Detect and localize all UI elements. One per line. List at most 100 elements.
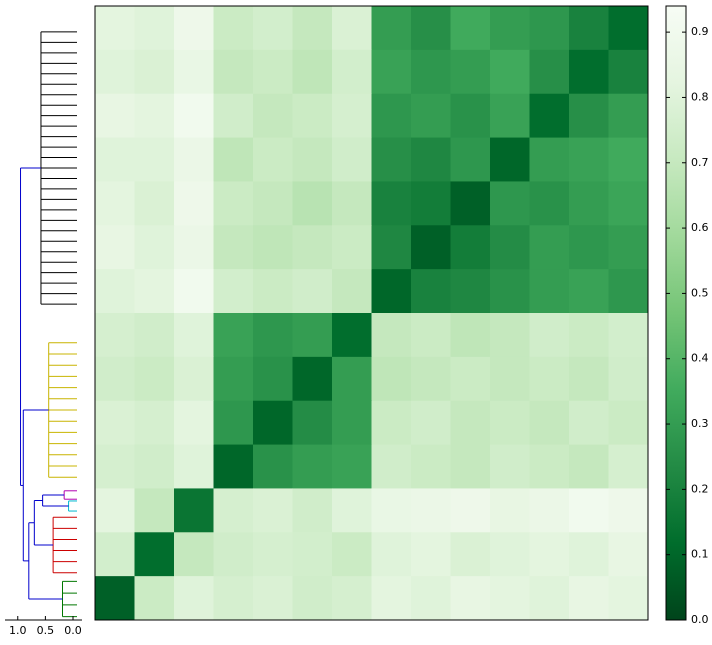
heatmap-cell [411, 356, 451, 402]
heatmap-cell [490, 269, 530, 314]
heatmap-cell [253, 225, 293, 270]
heatmap-cell [411, 488, 451, 533]
heatmap-cell [134, 313, 175, 358]
heatmap-cell [253, 356, 293, 402]
heatmap-cell [253, 6, 293, 51]
heatmap-cell [332, 6, 372, 51]
heatmap-cell [529, 313, 570, 358]
heatmap-cell [569, 313, 609, 358]
heatmap-cell [608, 181, 649, 226]
heatmap-cell [569, 49, 609, 95]
heatmap-cell [95, 137, 135, 182]
heatmap-cell [95, 49, 135, 95]
heatmap-cell [174, 181, 214, 226]
heatmap-cell [134, 532, 175, 577]
heatmap-cell [371, 225, 412, 270]
heatmap-cell [450, 444, 491, 489]
heatmap-cell [450, 488, 491, 533]
heatmap-cell [490, 49, 530, 95]
heatmap-cell [411, 93, 451, 139]
heatmap-cell [253, 488, 293, 533]
heatmap-cell [411, 225, 451, 270]
colorbar-tick-label: 0.9 [691, 25, 709, 38]
heatmap-cell [529, 400, 570, 446]
heatmap-cell [213, 313, 254, 358]
heatmap-cell [371, 313, 412, 358]
heatmap-cell [134, 269, 175, 314]
colorbar-tick-label: 0.8 [691, 90, 709, 103]
heatmap-cell [95, 444, 135, 489]
heatmap-cell [95, 6, 135, 51]
heatmap-cell [569, 532, 609, 577]
heatmap-cell [450, 225, 491, 270]
heatmap-cell [411, 49, 451, 95]
heatmap-cell [95, 269, 135, 314]
heatmap-cell [134, 49, 175, 95]
colorbar-tick-label: 0.1 [691, 548, 709, 561]
heatmap-cell [174, 444, 214, 489]
heatmap-cell [134, 576, 175, 621]
heatmap-cell [332, 444, 372, 489]
heatmap-cell [490, 356, 530, 402]
heatmap-cell [213, 532, 254, 577]
heatmap-cell [292, 356, 333, 402]
heatmap-cell [529, 181, 570, 226]
heatmap-cell [608, 137, 649, 182]
heatmap-cell [450, 93, 491, 139]
heatmap-cell [213, 49, 254, 95]
heatmap-cell [253, 400, 293, 446]
heatmap-cell [332, 313, 372, 358]
heatmap-cell [411, 444, 451, 489]
heatmap-cell [95, 356, 135, 402]
heatmap-cell [292, 532, 333, 577]
colorbar-tick-label: 0.6 [691, 221, 709, 234]
heatmap-cell [490, 93, 530, 139]
heatmap-cell [95, 576, 135, 621]
heatmap-cell [213, 356, 254, 402]
heatmap-cell [292, 181, 333, 226]
heatmap-cell [134, 181, 175, 226]
heatmap-cell [95, 181, 135, 226]
heatmap-cell [608, 532, 649, 577]
colorbar [665, 5, 687, 621]
heatmap-cell [95, 313, 135, 358]
heatmap-cell [608, 6, 649, 51]
heatmap-cell [253, 269, 293, 314]
heatmap-cell [332, 225, 372, 270]
heatmap-cell [134, 356, 175, 402]
heatmap-cell [292, 6, 333, 51]
heatmap-cell [292, 225, 333, 270]
colorbar-tick-label: 0.4 [691, 352, 709, 365]
heatmap-cell [292, 49, 333, 95]
heatmap-cell [371, 181, 412, 226]
heatmap-cell [411, 269, 451, 314]
heatmap-cell [450, 532, 491, 577]
heatmap-cell [608, 488, 649, 533]
heatmap-cell [608, 313, 649, 358]
heatmap-cell [608, 93, 649, 139]
heatmap-cell [213, 400, 254, 446]
heatmap-cell [608, 225, 649, 270]
colorbar-tick-label: 0.3 [691, 417, 709, 430]
heatmap-cell [95, 400, 135, 446]
heatmap-cell [608, 49, 649, 95]
heatmap-cell [569, 93, 609, 139]
heatmap-cell [411, 400, 451, 446]
heatmap-cell [371, 532, 412, 577]
dendrogram-tick-label: 0.0 [64, 624, 82, 637]
heatmap-cell [134, 225, 175, 270]
heatmap-cell [332, 49, 372, 95]
heatmap-cell [371, 400, 412, 446]
heatmap-cell [608, 576, 649, 621]
colorbar-tick-label: 0.2 [691, 482, 709, 495]
heatmap-cell [332, 181, 372, 226]
heatmap-cell [371, 488, 412, 533]
heatmap-cell [292, 313, 333, 358]
heatmap-frame [94, 5, 649, 621]
heatmap-cell [134, 444, 175, 489]
heatmap-cell [134, 6, 175, 51]
heatmap-cell [529, 532, 570, 577]
heatmap-cell [292, 488, 333, 533]
heatmap-cell [450, 400, 491, 446]
heatmap-cell [292, 444, 333, 489]
